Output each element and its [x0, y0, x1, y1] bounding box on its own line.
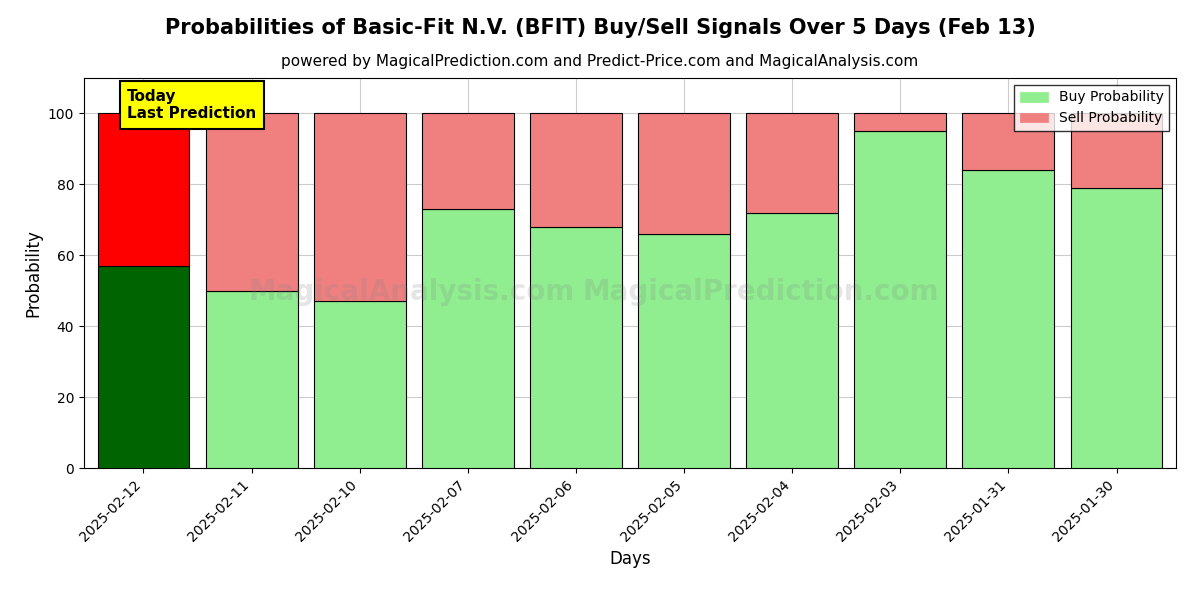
Bar [205, 291, 298, 468]
Bar [962, 170, 1055, 468]
Bar [746, 113, 838, 213]
X-axis label: Days: Days [610, 550, 650, 568]
Bar [1070, 113, 1163, 188]
Text: Probabilities of Basic-Fit N.V. (BFIT) Buy/Sell Signals Over 5 Days (Feb 13): Probabilities of Basic-Fit N.V. (BFIT) B… [164, 18, 1036, 38]
Bar [962, 113, 1055, 170]
Bar [422, 209, 514, 468]
Bar [854, 113, 947, 131]
Bar [530, 227, 622, 468]
Bar [97, 113, 190, 266]
Bar [313, 113, 406, 301]
Bar [638, 234, 730, 468]
Bar [638, 113, 730, 234]
Text: powered by MagicalPrediction.com and Predict-Price.com and MagicalAnalysis.com: powered by MagicalPrediction.com and Pre… [281, 54, 919, 69]
Bar [854, 131, 947, 468]
Text: Today
Last Prediction: Today Last Prediction [127, 89, 257, 121]
Bar [746, 213, 838, 468]
Text: MagicalPrediction.com: MagicalPrediction.com [583, 278, 940, 307]
Bar [530, 113, 622, 227]
Bar [97, 266, 190, 468]
Bar [422, 113, 514, 209]
Bar [205, 113, 298, 291]
Bar [1070, 188, 1163, 468]
Legend: Buy Probability, Sell Probability: Buy Probability, Sell Probability [1014, 85, 1169, 131]
Bar [313, 301, 406, 468]
Text: MagicalAnalysis.com: MagicalAnalysis.com [248, 278, 575, 307]
Y-axis label: Probability: Probability [24, 229, 42, 317]
